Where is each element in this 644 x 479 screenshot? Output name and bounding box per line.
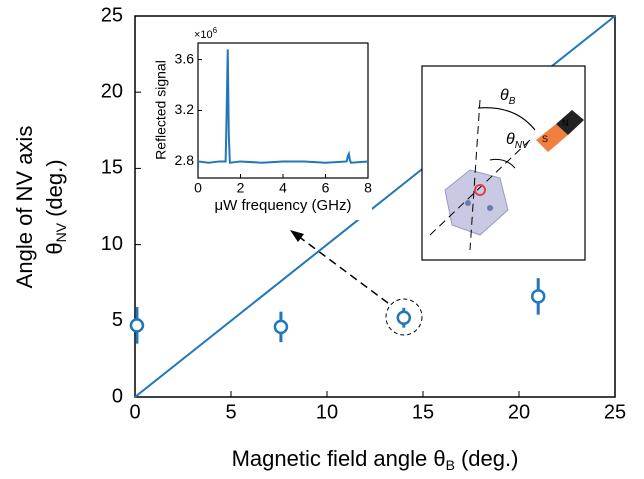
y-axis-label: Angle of NV axis θNV (deg.): [12, 126, 69, 289]
highlight-circle: [385, 298, 423, 336]
annotation: S: [542, 134, 548, 144]
atom: [465, 200, 471, 206]
y-label-line2: θNV (deg.): [42, 159, 69, 254]
angle-arc: [489, 158, 516, 169]
plot-frame: [134, 15, 616, 398]
x-tick-label: 2: [237, 180, 245, 196]
annotation: N: [562, 118, 569, 128]
x-axis-label: Magnetic field angle θB (deg.): [232, 446, 519, 473]
y-tick-label: 10: [101, 233, 123, 255]
y-tick-label: 15: [101, 157, 123, 179]
data-point: [530, 289, 546, 304]
y-label-unit: (deg.): [42, 159, 67, 216]
x-axis-label: μW frequency (GHz): [215, 197, 352, 214]
diagram-frame: [421, 65, 586, 261]
magnet-s: [536, 124, 568, 152]
x-label-text: Magnetic field angle θ: [232, 446, 446, 471]
y-tick-label: 20: [101, 80, 123, 102]
y-label-text: Angle of NV axis: [12, 126, 37, 289]
y-tick-label: 0: [112, 385, 123, 407]
y-tick-label: 5: [112, 309, 123, 331]
data-point: [273, 319, 289, 335]
annotation-sub: NV: [515, 140, 530, 151]
y-axis-label: Reflected signal: [153, 60, 169, 160]
y-tick-label: 3.6: [175, 50, 195, 66]
crystal: [444, 169, 509, 236]
x-label-sub: B: [446, 457, 455, 473]
data-point: [129, 318, 145, 333]
y-tick-label: 25: [101, 4, 123, 26]
x-tick-label: 0: [129, 401, 140, 423]
nv-axis-line: [429, 139, 531, 236]
annotation-text: N: [562, 118, 569, 128]
y-label-symbol: θ: [42, 242, 67, 254]
x-tick-label: 6: [322, 180, 330, 196]
annotation-sub: B: [509, 96, 516, 107]
y-label-sub: NV: [53, 222, 69, 242]
pointer-arrow: [297, 235, 389, 304]
annotation-text: θ: [500, 87, 509, 104]
x-tick-label: 15: [412, 401, 434, 423]
x-tick-label: 5: [225, 401, 236, 423]
y-tick-label: 3.2: [175, 101, 195, 117]
annotation-text: S: [542, 134, 548, 144]
x-tick-label: 10: [316, 401, 338, 423]
x-tick-label: 0: [194, 180, 202, 196]
multiplier-exp: 6: [213, 26, 218, 35]
y-tick-label: 2.8: [175, 152, 195, 168]
data-point: [396, 310, 412, 326]
multiplier-base: ×10: [194, 29, 213, 41]
arrow-head: [290, 230, 304, 242]
x-tick-label: 4: [279, 180, 287, 196]
spectrum-line: [197, 49, 369, 164]
annotation-text: θ: [506, 131, 515, 148]
x-tick-label: 25: [604, 401, 626, 423]
atom: [474, 184, 486, 196]
annotation: θNV: [506, 131, 530, 150]
atom: [487, 205, 493, 211]
x-tick-label: 20: [508, 401, 530, 423]
inset-bg: [150, 25, 372, 220]
angle-arrow: [477, 107, 536, 131]
multiplier: ×106: [194, 26, 218, 41]
x-label-unit: (deg.): [461, 446, 518, 471]
diagram: [421, 65, 586, 261]
magnet-n: [556, 110, 584, 135]
annotation: θB: [500, 87, 516, 106]
x-tick-label: 8: [364, 180, 372, 196]
